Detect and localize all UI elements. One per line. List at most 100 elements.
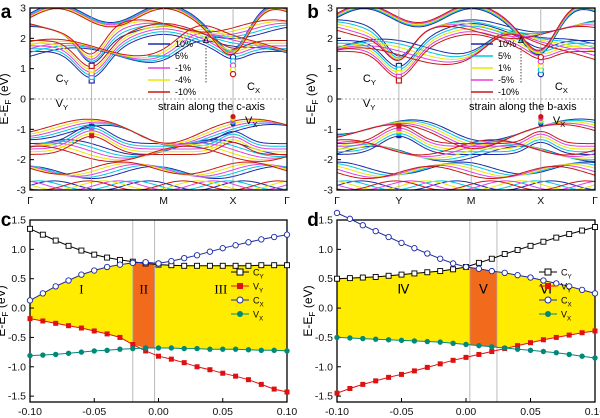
band-0-cond-0-3 — [30, 8, 267, 51]
band-1-val-4-2 — [337, 139, 595, 156]
band-1-val-2-0 — [337, 130, 595, 150]
legend-entry-main: C — [253, 268, 260, 278]
data-point-square — [78, 325, 84, 331]
data-point-square — [528, 340, 533, 346]
point-label-cx-main: C — [555, 81, 563, 93]
data-point-circle — [566, 283, 573, 290]
data-point-square — [437, 361, 443, 367]
data-point-circle — [579, 353, 585, 359]
x-tick-label: 0.00 — [456, 406, 477, 418]
data-point-circle — [489, 344, 495, 350]
legend-entry-main: V — [253, 282, 259, 292]
data-point-circle — [540, 348, 547, 355]
band-1-cond-4-0 — [337, 33, 595, 78]
legend-entry: CY — [561, 268, 573, 281]
data-point-circle — [462, 263, 470, 271]
y-tick-label: 0 — [327, 94, 333, 106]
legend-entry: -5% — [498, 75, 514, 85]
legend-marker — [237, 283, 243, 289]
data-point-circle — [181, 345, 187, 352]
data-point-circle — [207, 346, 213, 352]
x-tick-label: Γ — [334, 195, 340, 207]
data-point-square — [514, 246, 521, 253]
data-point-square — [385, 272, 392, 279]
band-1-cond-2-1 — [337, 32, 595, 60]
y-tick-label: -1.0 — [315, 361, 333, 373]
data-point-square — [424, 364, 430, 370]
data-point-square — [450, 266, 457, 273]
legend-entry-sub: Y — [567, 288, 572, 295]
data-point-square — [373, 378, 379, 384]
point-label-cx: CX — [555, 81, 568, 95]
y-axis-label-ylabel-main: E-E — [304, 105, 318, 125]
x-tick-label: M — [159, 195, 168, 207]
y-tick-label: 1.5 — [318, 215, 333, 227]
band-0-cond-2-0 — [30, 28, 287, 73]
y-axis-label-ylabel-sub: F — [3, 99, 13, 104]
legend-marker — [236, 268, 244, 276]
legend-marker — [236, 296, 244, 304]
data-point-circle — [501, 269, 508, 276]
region-label: I — [79, 281, 83, 296]
data-point-square — [579, 330, 585, 336]
y-tick-label: -2 — [324, 154, 333, 166]
y-tick-label: 0.0 — [11, 303, 26, 315]
band-0-cond-4-3 — [30, 8, 287, 55]
data-point-square — [360, 381, 366, 387]
data-point-square — [553, 334, 559, 340]
x-tick-label: 0.10 — [277, 406, 298, 418]
y-tick-label: -0.5 — [315, 332, 333, 344]
y-axis-label-text: E-EF (eV) — [0, 285, 10, 336]
band-1-val-4-4 — [337, 180, 595, 190]
y-tick-label: -1 — [324, 124, 333, 136]
legend-entry-main: C — [561, 268, 568, 278]
x-tick-label: Y — [395, 195, 402, 207]
legend-entry-sub: Y — [568, 274, 573, 281]
data-point-square — [592, 224, 598, 230]
data-point-circle — [385, 337, 392, 343]
data-point-square — [476, 351, 482, 357]
data-point-square — [39, 231, 46, 238]
data-point-circle — [116, 261, 124, 268]
point-label-cy-sub: Y — [371, 78, 376, 87]
data-point-circle — [91, 348, 97, 354]
y-tick-label: 0 — [20, 94, 26, 106]
x-tick-label: 0.05 — [213, 406, 234, 418]
data-point-circle — [437, 339, 443, 345]
band-0-val-4-1 — [30, 118, 287, 144]
data-point-circle — [65, 350, 72, 356]
data-point-square — [566, 332, 572, 338]
data-point-circle — [142, 345, 149, 351]
y-axis-label-ylabel-main: E-E — [0, 105, 11, 125]
point-label-cx-main: C — [247, 81, 255, 93]
band-0-val-4-0 — [30, 135, 287, 155]
band-0-cond-4-0 — [30, 23, 287, 68]
legend-entry: -10% — [498, 87, 519, 97]
band-gap-fill — [337, 267, 595, 348]
data-point-square — [220, 370, 226, 376]
panel-letter: b — [307, 2, 319, 23]
data-point-circle — [578, 286, 586, 294]
data-point-circle — [527, 274, 534, 281]
data-point-square — [232, 262, 239, 269]
data-point-square — [245, 377, 251, 383]
data-point-circle — [514, 272, 521, 279]
data-point-square — [372, 273, 379, 280]
data-point-square — [346, 275, 353, 282]
panel-letter: d — [307, 210, 319, 231]
point-label-cy: CY — [363, 73, 376, 87]
y-axis-label: E-EF (eV) — [0, 285, 10, 336]
band-0-cond-2-3 — [30, 8, 287, 53]
data-point-square — [527, 242, 534, 249]
legend-marker — [545, 283, 551, 289]
legend-entry: 5% — [498, 51, 511, 61]
data-point-circle — [26, 297, 34, 304]
data-point-circle — [232, 346, 239, 352]
data-point-square — [463, 354, 469, 360]
data-point-circle — [65, 277, 72, 284]
band-0-val-3-1 — [30, 119, 287, 145]
y-tick-label: 3 — [20, 3, 26, 15]
band-1-cond-2-3 — [337, 8, 595, 53]
data-point-circle — [463, 341, 469, 348]
